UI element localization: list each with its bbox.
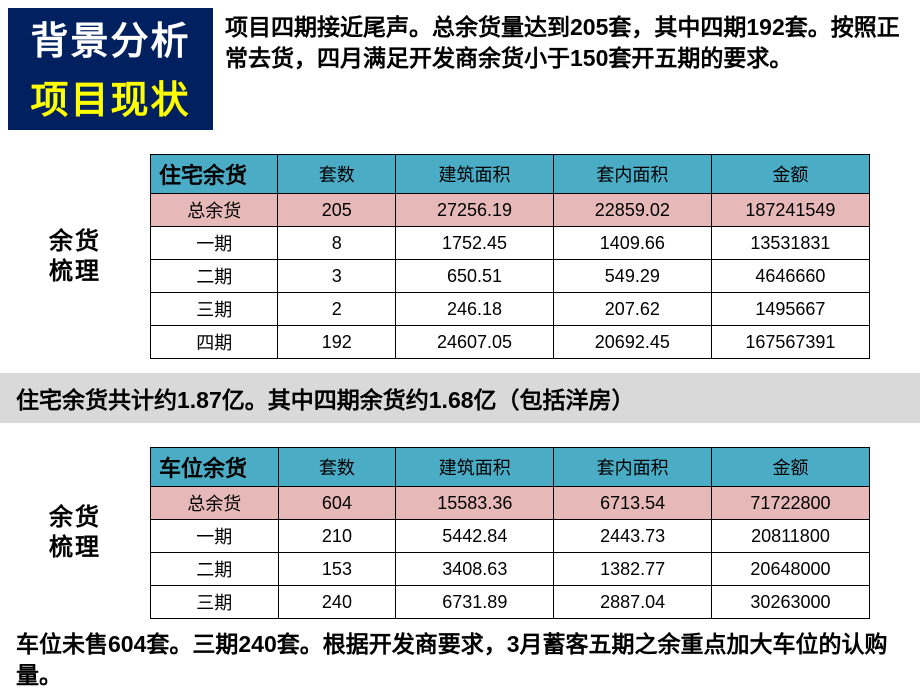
cell: 二期 <box>151 260 278 293</box>
side-label-2-l1: 余货 <box>0 503 150 533</box>
table-row: 一期 210 5442.84 2443.73 20811800 <box>151 520 870 553</box>
cell: 210 <box>278 520 396 553</box>
cell: 27256.19 <box>396 194 554 227</box>
cell: 1495667 <box>711 293 869 326</box>
parking-section: 余货 梳理 车位余货 套数 建筑面积 套内面积 金额 总余货 604 15583… <box>0 447 920 619</box>
col-build-area: 建筑面积 <box>396 448 554 487</box>
cell: 20648000 <box>711 553 869 586</box>
col-inner-area: 套内面积 <box>554 448 712 487</box>
cell: 2887.04 <box>554 586 712 619</box>
cell: 三期 <box>151 293 278 326</box>
table-row: 三期 240 6731.89 2887.04 30263000 <box>151 586 870 619</box>
table-row: 三期 2 246.18 207.62 1495667 <box>151 293 870 326</box>
cell: 一期 <box>151 227 278 260</box>
cell: 4646660 <box>711 260 869 293</box>
side-label-2: 余货 梳理 <box>0 503 150 563</box>
cell: 总余货 <box>151 487 279 520</box>
side-label-1-l1: 余货 <box>0 227 150 257</box>
table-row: 一期 8 1752.45 1409.66 13531831 <box>151 227 870 260</box>
table-corner: 住宅余货 <box>151 155 278 194</box>
title-block: 背景分析 项目现状 <box>8 8 213 130</box>
table-header-row: 住宅余货 套数 建筑面积 套内面积 金额 <box>151 155 870 194</box>
cell: 总余货 <box>151 194 278 227</box>
cell: 5442.84 <box>396 520 554 553</box>
side-label-1-l2: 梳理 <box>0 257 150 287</box>
cell: 2443.73 <box>554 520 712 553</box>
cell: 30263000 <box>711 586 869 619</box>
cell: 549.29 <box>553 260 711 293</box>
table-header-row: 车位余货 套数 建筑面积 套内面积 金额 <box>151 448 870 487</box>
cell: 二期 <box>151 553 279 586</box>
cell: 3408.63 <box>396 553 554 586</box>
cell: 604 <box>278 487 396 520</box>
col-build-area: 建筑面积 <box>396 155 554 194</box>
table-row: 二期 3 650.51 549.29 4646660 <box>151 260 870 293</box>
cell: 167567391 <box>711 326 869 359</box>
cell: 6731.89 <box>396 586 554 619</box>
table-row: 二期 153 3408.63 1382.77 20648000 <box>151 553 870 586</box>
cell: 三期 <box>151 586 279 619</box>
cell: 207.62 <box>553 293 711 326</box>
col-amount: 金额 <box>711 155 869 194</box>
cell: 192 <box>278 326 396 359</box>
cell: 22859.02 <box>553 194 711 227</box>
col-count: 套数 <box>278 155 396 194</box>
cell: 20811800 <box>711 520 869 553</box>
cell: 20692.45 <box>553 326 711 359</box>
parking-summary: 车位未售604套。三期240套。根据开发商要求，3月蓄客五期之余重点加大车位的认… <box>0 619 920 691</box>
cell: 3 <box>278 260 396 293</box>
col-amount: 金额 <box>711 448 869 487</box>
total-row: 总余货 205 27256.19 22859.02 187241549 <box>151 194 870 227</box>
residential-summary: 住宅余货共计约1.87亿。其中四期余货约1.68亿（包括洋房） <box>0 373 920 423</box>
table-row: 四期 192 24607.05 20692.45 167567391 <box>151 326 870 359</box>
cell: 6713.54 <box>554 487 712 520</box>
cell: 153 <box>278 553 396 586</box>
cell: 一期 <box>151 520 279 553</box>
side-label-2-l2: 梳理 <box>0 533 150 563</box>
cell: 1752.45 <box>396 227 554 260</box>
intro-text: 项目四期接近尾声。总余货量达到205套，其中四期192套。按照正常去货，四月满足… <box>213 8 908 74</box>
parking-table: 车位余货 套数 建筑面积 套内面积 金额 总余货 604 15583.36 67… <box>150 447 870 619</box>
title-line1: 背景分析 <box>8 8 213 67</box>
header-row: 背景分析 项目现状 项目四期接近尾声。总余货量达到205套，其中四期192套。按… <box>0 0 920 130</box>
cell: 205 <box>278 194 396 227</box>
total-row: 总余货 604 15583.36 6713.54 71722800 <box>151 487 870 520</box>
residential-table: 住宅余货 套数 建筑面积 套内面积 金额 总余货 205 27256.19 22… <box>150 154 870 359</box>
col-inner-area: 套内面积 <box>553 155 711 194</box>
table-corner: 车位余货 <box>151 448 279 487</box>
cell: 13531831 <box>711 227 869 260</box>
cell: 240 <box>278 586 396 619</box>
cell: 24607.05 <box>396 326 554 359</box>
cell: 187241549 <box>711 194 869 227</box>
cell: 四期 <box>151 326 278 359</box>
cell: 1409.66 <box>553 227 711 260</box>
cell: 15583.36 <box>396 487 554 520</box>
cell: 2 <box>278 293 396 326</box>
residential-section: 余货 梳理 住宅余货 套数 建筑面积 套内面积 金额 总余货 205 27256… <box>0 154 920 359</box>
cell: 650.51 <box>396 260 554 293</box>
side-label-1: 余货 梳理 <box>0 227 150 287</box>
cell: 71722800 <box>711 487 869 520</box>
cell: 246.18 <box>396 293 554 326</box>
cell: 8 <box>278 227 396 260</box>
title-line2: 项目现状 <box>8 67 213 130</box>
col-count: 套数 <box>278 448 396 487</box>
cell: 1382.77 <box>554 553 712 586</box>
